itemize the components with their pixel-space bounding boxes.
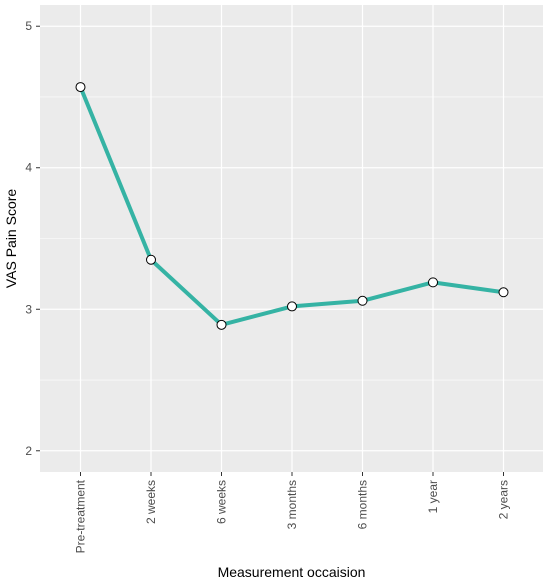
axis-ticks xyxy=(36,25,504,476)
data-point xyxy=(287,301,297,312)
y-tick-labels: 2 3 4 5 xyxy=(25,19,32,458)
x-tick-label: 1 year xyxy=(426,480,440,513)
x-tick-label: 6 months xyxy=(356,480,370,529)
data-point xyxy=(146,254,156,265)
x-tick-label: 3 months xyxy=(285,480,299,529)
data-point xyxy=(498,287,509,298)
x-tick-label: Pre-treatment xyxy=(74,479,88,553)
x-tick-label: 6 weeks xyxy=(215,480,229,524)
y-tick-label: 2 xyxy=(25,444,32,458)
data-point xyxy=(75,82,86,93)
x-tick-label: 2 years xyxy=(497,480,511,519)
data-point xyxy=(357,295,368,306)
x-tick-label: 2 weeks xyxy=(144,480,158,524)
y-tick-label: 5 xyxy=(25,19,32,33)
y-tick-label: 3 xyxy=(25,302,32,316)
data-point xyxy=(428,277,438,288)
x-axis-title: Measurement occaision xyxy=(218,564,366,580)
points-layer xyxy=(75,82,509,330)
y-tick-label: 4 xyxy=(25,161,32,175)
y-axis-title: VAS Pain Score xyxy=(3,189,19,289)
data-point xyxy=(216,319,227,330)
x-tick-labels: Pre-treatment 2 weeks 6 weeks 3 months 6 mon… xyxy=(74,479,511,553)
